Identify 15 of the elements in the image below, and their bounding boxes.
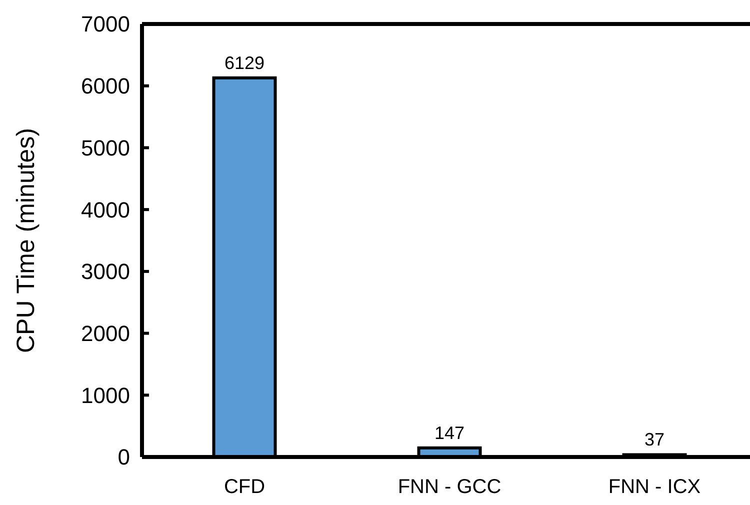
y-tick-label: 7000 <box>81 12 130 37</box>
y-tick-label: 4000 <box>81 197 130 222</box>
x-tick-label: CFD <box>224 476 266 498</box>
y-tick-label: 0 <box>118 444 130 470</box>
y-tick-label: 2000 <box>81 320 130 346</box>
y-tick-label: 5000 <box>81 135 130 160</box>
y-tick-label: 1000 <box>81 382 130 408</box>
y-tick-label: 6000 <box>81 74 130 99</box>
data-label: 147 <box>434 422 465 443</box>
data-label: 37 <box>644 430 665 450</box>
x-tick-label: FNN - GCC <box>398 476 502 498</box>
y-axis-title: CPU Time (minutes) <box>12 128 40 354</box>
y-tick-label: 3000 <box>81 259 130 284</box>
x-tick-label: FNN - ICX <box>608 476 701 498</box>
data-label: 6129 <box>224 52 265 73</box>
